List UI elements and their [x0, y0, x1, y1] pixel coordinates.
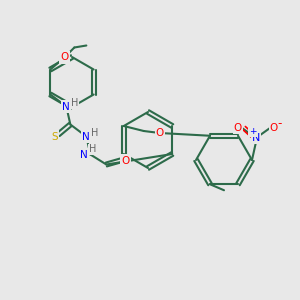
Text: O: O — [121, 155, 130, 166]
Text: O: O — [156, 128, 164, 138]
Text: H: H — [71, 98, 78, 109]
Text: O: O — [60, 52, 68, 62]
Text: O: O — [270, 123, 278, 133]
Text: H: H — [91, 128, 98, 139]
Text: O: O — [234, 123, 242, 133]
Text: -: - — [278, 118, 282, 130]
Text: +: + — [249, 128, 257, 136]
Text: N: N — [82, 131, 90, 142]
Text: N: N — [62, 101, 70, 112]
Text: N: N — [252, 133, 260, 143]
Text: N: N — [80, 149, 88, 160]
Text: H: H — [89, 145, 96, 154]
Text: S: S — [51, 131, 58, 142]
